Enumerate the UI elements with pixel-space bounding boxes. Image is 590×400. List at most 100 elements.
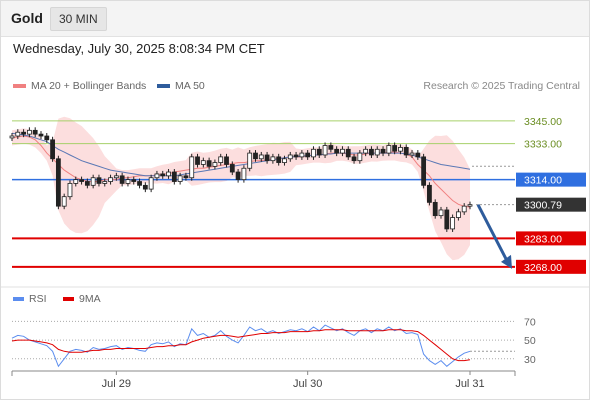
rsi-tick-label-30: 30 <box>524 354 536 366</box>
candle-body <box>392 145 398 152</box>
x-tick-label-2: Jul 31 <box>455 378 484 390</box>
candle-body <box>456 211 461 218</box>
legend-ma50-label: MA 50 <box>175 80 205 92</box>
legend-ma20: MA 20 + Bollinger Bands <box>13 80 146 92</box>
candle-body <box>218 156 224 163</box>
candle-body <box>357 152 363 162</box>
candle-body <box>125 179 131 184</box>
candle-body <box>38 133 44 137</box>
level-tag-2 <box>516 172 586 187</box>
candle-body <box>409 152 415 156</box>
candle-body <box>380 148 386 154</box>
x-tick-label-0: Jul 29 <box>102 378 131 390</box>
candle-body <box>21 131 26 135</box>
ma50-line <box>11 132 471 177</box>
candle-body <box>235 171 241 181</box>
candle-body <box>15 131 21 137</box>
level-tag-5 <box>516 259 586 274</box>
candle-body <box>386 145 392 154</box>
candle-body <box>113 175 119 179</box>
candle-body <box>351 156 357 162</box>
level-tag-4 <box>516 231 586 246</box>
candle-body <box>461 205 467 213</box>
candle-body <box>73 179 79 184</box>
candle-body <box>334 148 340 154</box>
candle-body <box>55 158 61 207</box>
rsi-line <box>11 324 471 368</box>
candle-body <box>369 148 374 156</box>
candle-body <box>102 181 108 184</box>
research-credit: Research © 2025 Trading Central <box>423 80 580 92</box>
candle-body <box>258 154 264 160</box>
candle-body <box>305 152 311 158</box>
candle-body <box>32 129 38 135</box>
candle-body <box>171 171 177 182</box>
candle-body <box>224 156 229 165</box>
candle-body <box>26 129 32 135</box>
candle-body <box>450 217 456 230</box>
candle-body <box>50 139 55 160</box>
candle-body <box>241 167 247 181</box>
symbol-title: Gold <box>11 10 43 26</box>
x-tick-label-1: Jul 30 <box>293 378 322 390</box>
candle-body <box>311 148 316 158</box>
candle-body <box>247 152 253 169</box>
legend-rsi-label: RSI <box>29 293 47 305</box>
candle-body <box>299 152 305 158</box>
candle-body <box>9 135 15 139</box>
level-label-0: 3345.00 <box>524 116 562 128</box>
candle-body <box>137 181 142 186</box>
candles-group <box>9 127 473 232</box>
candle-body <box>195 156 200 165</box>
candle-body <box>340 148 345 154</box>
candle-body <box>444 209 450 230</box>
candle-body <box>79 179 84 182</box>
candle-body <box>90 177 96 186</box>
chart-datetime: Wednesday, July 30, 2025 8:08:34 PM CET <box>13 41 265 56</box>
legend-rsi: RSI <box>13 293 47 305</box>
candle-body <box>212 162 218 167</box>
candle-body <box>61 196 67 207</box>
candle-body <box>253 152 258 160</box>
candle-body <box>270 156 276 162</box>
chart-header: Gold 30 MIN <box>0 0 590 37</box>
candle-body <box>282 158 287 163</box>
candle-body <box>131 179 137 182</box>
ma50-swatch <box>157 84 170 89</box>
level-label-4: 3283.00 <box>524 233 562 245</box>
candle-body <box>264 154 270 162</box>
level-label-1: 3333.00 <box>524 139 562 151</box>
forecast-arrow-head <box>501 254 512 269</box>
rsi-ma-swatch <box>63 297 74 302</box>
rsi-tick-label-50: 50 <box>524 335 536 347</box>
candle-body <box>200 160 206 165</box>
candle-body <box>154 173 160 179</box>
candle-body <box>276 156 282 163</box>
level-label-2: 3314.00 <box>524 175 562 187</box>
candle-body <box>142 184 148 190</box>
legend-ma20-label: MA 20 + Bollinger Bands <box>31 80 147 92</box>
candle-body <box>432 201 438 217</box>
legend-ma50: MA 50 <box>157 80 205 92</box>
candle-body <box>421 156 427 186</box>
ma20-swatch <box>13 84 26 89</box>
candle-body <box>160 173 166 177</box>
timeframe-button[interactable]: 30 MIN <box>50 7 107 31</box>
candle-body <box>96 177 102 184</box>
candle-body <box>403 146 409 156</box>
candle-body <box>438 209 444 217</box>
candle-body <box>415 152 421 158</box>
candle-body <box>119 175 125 184</box>
candle-body <box>316 148 322 156</box>
candle-body <box>148 177 154 190</box>
candle-body <box>363 148 369 154</box>
legend-9ma-label: 9MA <box>79 293 101 305</box>
candle-body <box>293 154 299 158</box>
rsi-tick-label-70: 70 <box>524 316 536 328</box>
candle-body <box>398 146 403 152</box>
rsi-ma-line <box>11 329 471 362</box>
candle-body <box>206 160 212 167</box>
candle-body <box>427 184 432 203</box>
candle-body <box>108 177 113 182</box>
